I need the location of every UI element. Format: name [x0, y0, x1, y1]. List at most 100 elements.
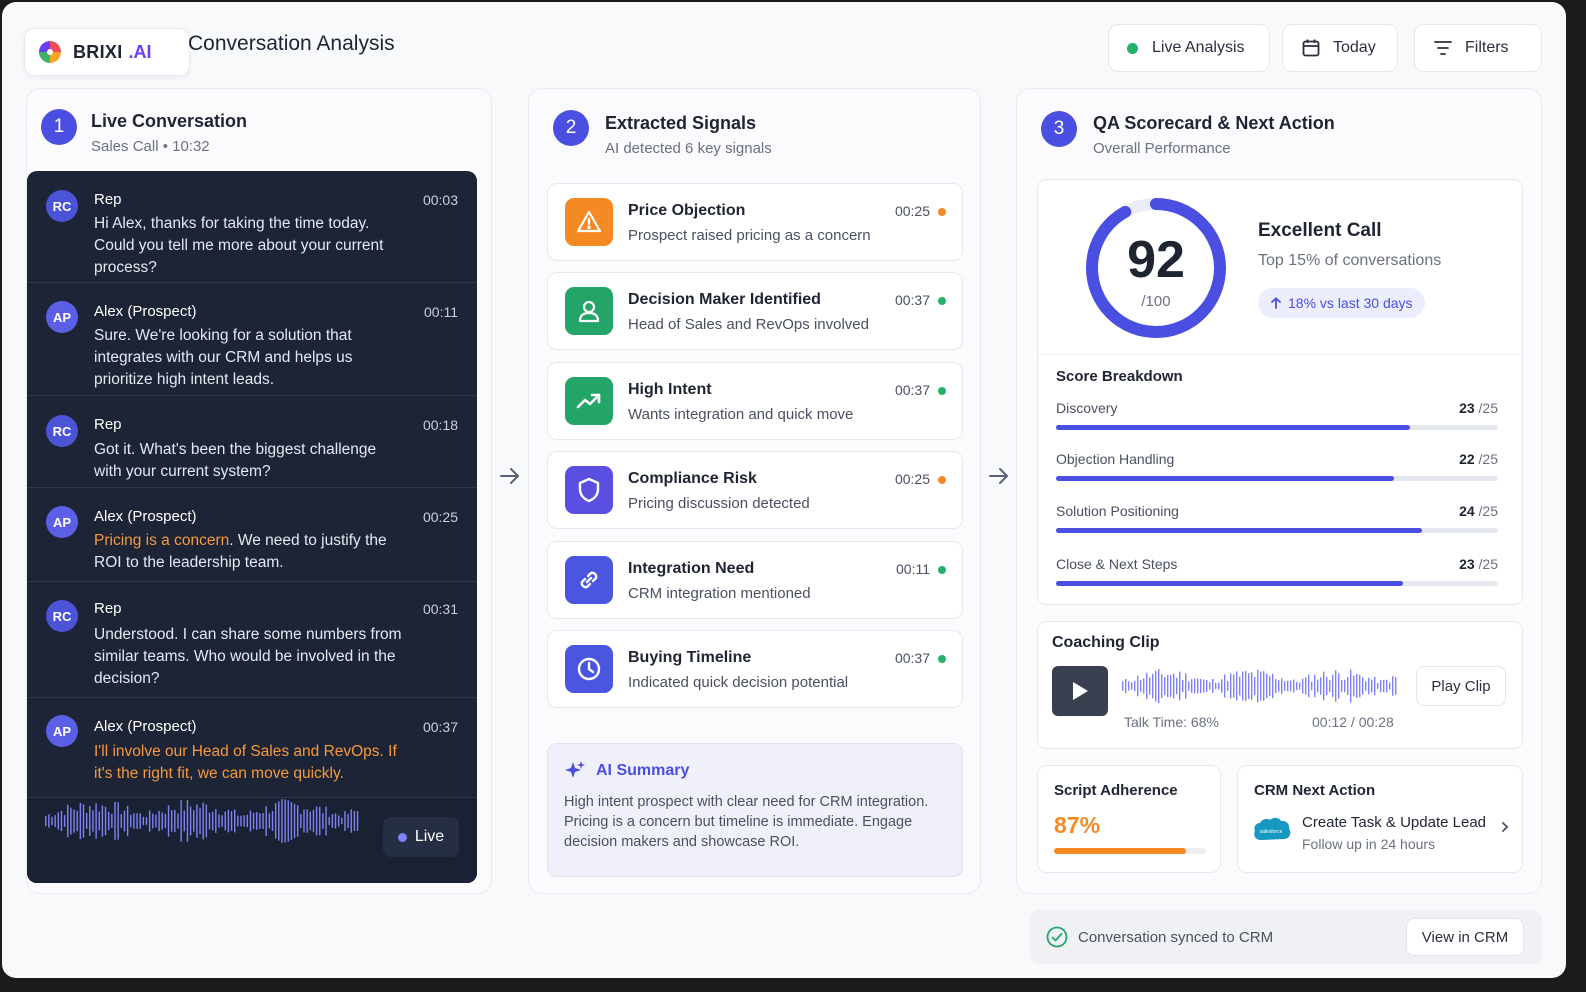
- waveform-bar: [139, 813, 141, 829]
- waveform-bar: [186, 800, 189, 842]
- waveform-bar: [1152, 673, 1154, 699]
- breakdown-bar-fill: [1056, 476, 1395, 481]
- play-button[interactable]: [1052, 666, 1108, 716]
- score-max: /25: [1478, 451, 1498, 467]
- score-max: /100: [1141, 293, 1171, 310]
- live-dot: [397, 832, 407, 842]
- waveform-bar: [1395, 677, 1397, 695]
- waveform-bar: [199, 807, 201, 835]
- waveform-bar: [202, 802, 204, 840]
- script-adherence-card: Script Adherence 87%: [1037, 765, 1221, 873]
- waveform-bar: [1362, 677, 1364, 695]
- message-time: 00:25: [422, 509, 458, 525]
- waveform-bar: [1308, 674, 1310, 698]
- clip-title: Coaching Clip: [1052, 634, 1160, 651]
- signal-card[interactable]: Decision Maker Identified Head of Sales …: [547, 272, 963, 350]
- waveform-bar: [312, 809, 315, 833]
- waveform-bar: [246, 814, 248, 828]
- waveform-bar: [1227, 681, 1229, 691]
- waveform-bar: [353, 810, 356, 832]
- crm-title: CRM Next Action: [1254, 782, 1376, 799]
- date-button[interactable]: Today: [1282, 24, 1398, 72]
- waveform-bar: [303, 809, 305, 833]
- waveform-bar: [1221, 679, 1223, 693]
- filters-button[interactable]: Filters: [1414, 24, 1542, 72]
- brand-name: BRIXI: [73, 41, 123, 62]
- panel-subtitle: Sales Call • 10:32: [91, 138, 210, 155]
- waveform-bar: [1251, 672, 1253, 700]
- waveform-bar: [1377, 683, 1379, 689]
- arrow-right-icon: [500, 468, 519, 484]
- crm-detail: Follow up in 24 hours: [1302, 836, 1436, 852]
- brand-logo[interactable]: BRIXI .AI: [24, 28, 190, 76]
- signal-card[interactable]: Buying Timeline Indicated quick decision…: [547, 630, 963, 708]
- breakdown-label: Discovery: [1056, 400, 1118, 416]
- chevron-right-icon[interactable]: [1500, 820, 1510, 834]
- adherence-bar: [1054, 848, 1206, 854]
- waveform-bar: [350, 809, 352, 833]
- waveform-bar: [1341, 680, 1343, 692]
- clip-waveform[interactable]: [1122, 668, 1402, 708]
- waveform-bar: [1245, 670, 1247, 702]
- score-value: 92: [1127, 231, 1185, 289]
- step-badge: 1: [41, 109, 77, 145]
- waveform-bar: [249, 810, 252, 832]
- score-card: 92 /100 Excellent Call Top 15% of conver…: [1037, 179, 1523, 605]
- message-text: I'll involve our Head of Sales and RevOp…: [94, 743, 397, 782]
- waveform-bar: [82, 804, 85, 838]
- step-badge: 3: [1041, 111, 1077, 147]
- waveform-bar: [126, 805, 129, 837]
- waveform-bar: [1356, 674, 1358, 698]
- signal-title: Price Objection: [628, 202, 746, 219]
- breakdown-label: Solution Positioning: [1056, 503, 1179, 519]
- waveform-bar: [1143, 678, 1145, 694]
- speaker-name: Alex (Prospect): [94, 718, 197, 735]
- transcript[interactable]: RC Rep 00:03 Hi Alex, thanks for taking …: [27, 171, 477, 883]
- breakdown-label: Close & Next Steps: [1056, 556, 1178, 572]
- waveform-bar: [1311, 681, 1313, 691]
- crm-next-action-card[interactable]: CRM Next Action salesforce Create Task &…: [1237, 765, 1523, 873]
- waveform-bar: [1269, 676, 1271, 696]
- waveform-bar: [148, 810, 151, 832]
- speaker-name: Alex (Prospect): [94, 303, 197, 320]
- waveform-bar: [120, 814, 122, 828]
- waveform-bar: [45, 815, 47, 827]
- waveform-bar: [167, 805, 170, 837]
- signal-description: Pricing discussion detected: [628, 495, 810, 512]
- live-analysis-button[interactable]: Live Analysis: [1108, 24, 1270, 72]
- waveform-bar: [341, 817, 343, 825]
- panel-subtitle: Overall Performance: [1093, 140, 1231, 157]
- waveform-bar: [1293, 679, 1295, 693]
- view-in-crm-button[interactable]: View in CRM: [1406, 918, 1524, 956]
- waveform-bar: [1155, 670, 1157, 702]
- live-status-dot: [1127, 42, 1138, 54]
- waveform-bar: [183, 810, 185, 832]
- waveform-bar: [1392, 676, 1394, 696]
- breakdown-bar-fill: [1056, 581, 1403, 586]
- crm-action: Create Task & Update Lead: [1302, 814, 1487, 831]
- speaker-name: Rep: [94, 600, 122, 617]
- waveform-bar: [1218, 682, 1220, 690]
- breakdown-bar: [1056, 476, 1498, 481]
- waveform-bar: [1182, 679, 1184, 693]
- waveform-bar: [1323, 671, 1325, 701]
- adherence-title: Script Adherence: [1054, 782, 1178, 799]
- waveform-bar: [1140, 680, 1142, 692]
- signal-card[interactable]: Integration Need CRM integration mention…: [547, 541, 963, 619]
- signal-card[interactable]: High Intent Wants integration and quick …: [547, 362, 963, 440]
- waveform-bar: [152, 813, 154, 829]
- signal-card[interactable]: Price Objection Prospect raised pricing …: [547, 183, 963, 261]
- app-window: BRIXI .AI Conversation Analysis Live Ana…: [2, 2, 1566, 978]
- live-button[interactable]: Live: [383, 817, 459, 857]
- date-label: Today: [1333, 39, 1376, 56]
- signal-card[interactable]: Compliance Risk Pricing discussion detec…: [547, 451, 963, 529]
- waveform-bar: [95, 803, 97, 839]
- score-max: /25: [1478, 556, 1498, 572]
- signal-description: Head of Sales and RevOps involved: [628, 316, 869, 333]
- adherence-bar-fill: [1054, 848, 1187, 854]
- waveform-bar: [79, 802, 82, 840]
- play-clip-button[interactable]: Play Clip: [1416, 666, 1506, 706]
- speaker-name: Rep: [94, 416, 122, 433]
- waveform-bar: [1344, 679, 1346, 693]
- waveform-bar: [1281, 678, 1283, 694]
